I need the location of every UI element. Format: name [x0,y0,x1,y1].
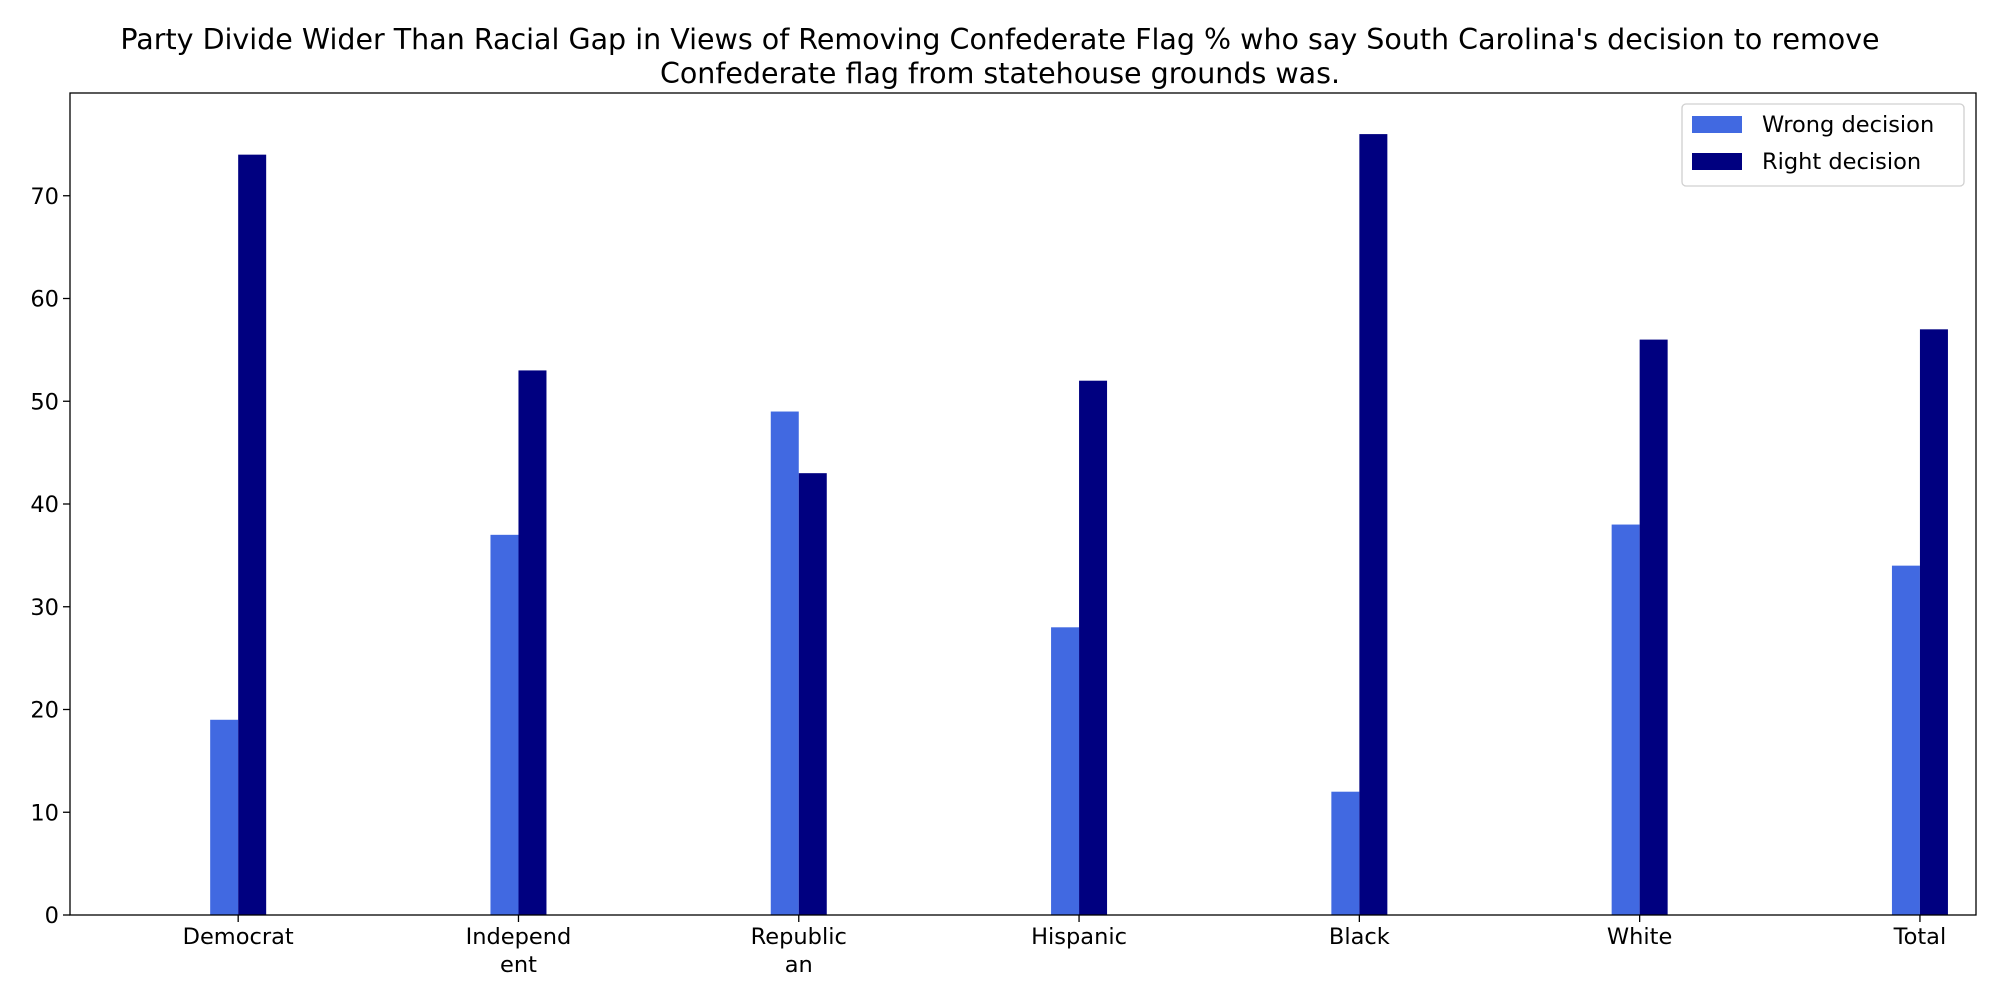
legend-frame [1681,103,1965,187]
x-tick-label: Independ ent [466,924,572,978]
bar-wrong-decision-republic-an [770,411,799,915]
bar-wrong-decision-white [1611,524,1640,915]
bar-right-decision-black [1359,134,1388,916]
bar-wrong-decision-black [1331,791,1360,915]
legend-swatch-right-decision [1692,153,1742,170]
x-tick-label: Total [1893,924,1947,950]
y-tick-label: 70 [30,184,59,210]
y-tick-label: 10 [30,800,59,826]
y-tick-label: 30 [30,595,59,621]
x-tick-label: Hispanic [1031,924,1127,950]
y-axis: 0 10 20 30 40 50 60 70 [30,184,70,929]
x-tick-label: White [1607,924,1672,950]
x-tick-label: Republic an [751,924,847,978]
chart-title-line-1: Party Divide Wider Than Racial Gap in Vi… [120,23,1879,56]
bar-wrong-decision-hispanic [1051,627,1080,915]
bar-wrong-decision-total [1891,565,1920,915]
y-tick-label: 50 [30,389,59,415]
legend-label-right-decision: Right decision [1762,149,1921,175]
bar-right-decision-white [1639,339,1668,916]
x-tick-label: Democrat [183,924,294,950]
bar-right-decision-hispanic [1079,380,1108,915]
chart-title: Party Divide Wider Than Racial Gap in Vi… [120,23,1879,90]
chart-title-line-2: Confederate flag from statehouse grounds… [660,57,1340,90]
bar-right-decision-democrat [238,154,267,915]
plot-area-frame [69,92,1977,916]
bar-right-decision-independ-ent [518,370,547,915]
bar-right-decision-republic-an [798,473,827,915]
y-tick-label: 20 [30,698,59,724]
legend-label-wrong-decision: Wrong decision [1762,112,1934,138]
y-tick-label: 0 [45,903,59,929]
legend: Wrong decision Right decision [1681,103,1965,187]
x-tick-label: Black [1329,924,1390,950]
bar-right-decision-total [1919,329,1948,915]
x-axis: Democrat Independ ent Republic an Hispanic Bla… [183,915,1947,978]
bars-group [210,134,1948,916]
legend-swatch-wrong-decision [1692,116,1742,133]
bar-wrong-decision-independ-ent [490,534,519,915]
bar-wrong-decision-democrat [210,719,239,915]
y-tick-label: 60 [30,287,59,313]
y-tick-label: 40 [30,492,59,518]
